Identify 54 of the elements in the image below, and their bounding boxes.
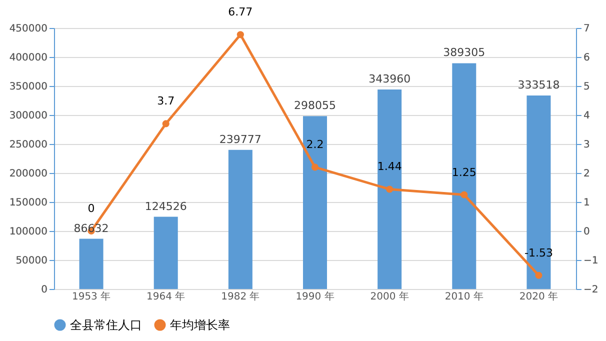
- x-tick-label: 2000 年: [370, 290, 409, 302]
- point: [460, 191, 468, 198]
- data-label: 343960: [368, 72, 411, 86]
- x-tick-label: 1964 年: [146, 290, 186, 302]
- y-tick-label: 200000: [9, 168, 48, 180]
- y-tick-label: 150000: [9, 198, 48, 208]
- x-tick-label: 2020 年: [519, 290, 558, 302]
- bar: [228, 150, 252, 289]
- data-label: 239777: [219, 132, 262, 146]
- y2-tick-label: 2: [584, 168, 590, 180]
- legend-label: 全县常住人口: [70, 318, 142, 332]
- y2-tick-label: −1: [584, 256, 598, 266]
- point: [535, 272, 542, 279]
- data-label: 3.7: [157, 94, 175, 108]
- bar: [526, 96, 551, 289]
- y2-tick-label: 1: [584, 198, 590, 208]
- data-label: 389305: [443, 46, 486, 60]
- point: [311, 164, 319, 171]
- y2-tick-label: 5: [584, 82, 590, 92]
- point: [386, 186, 394, 193]
- y2-tick-label: 4: [584, 110, 590, 122]
- data-label: 1.25: [452, 166, 476, 179]
- data-label: 6.77: [228, 6, 253, 19]
- y-tick-label: 350000: [9, 82, 48, 92]
- data-label: 298055: [294, 99, 336, 112]
- y2-tick-label: 3: [584, 140, 590, 150]
- x-tick-label: 1990 年: [296, 290, 334, 302]
- y2-tick-label: −2: [584, 284, 598, 296]
- y-tick-label: 400000: [9, 52, 48, 64]
- data-label: 124526: [144, 200, 187, 213]
- bar: [452, 63, 476, 289]
- y-tick-label: 100000: [9, 226, 48, 238]
- y2-tick-label: 6: [584, 52, 590, 64]
- bar: [154, 216, 178, 289]
- data-label: 333518: [518, 78, 560, 92]
- data-label: 0: [88, 202, 95, 215]
- bar: [378, 90, 402, 289]
- bar: [303, 116, 327, 289]
- y-tick-label: 300000: [9, 110, 48, 122]
- x-tick-label: 1953 年: [72, 290, 111, 302]
- x-tick-label: 1982 年: [221, 290, 260, 302]
- y-tick-label: 450000: [9, 24, 48, 34]
- data-label: 1.44: [377, 160, 402, 174]
- y2-tick-label: 0: [584, 226, 590, 238]
- y-tick-label: 50000: [16, 256, 48, 266]
- point: [236, 31, 244, 38]
- point: [162, 120, 170, 128]
- data-label: 2.2: [306, 138, 324, 152]
- y2-tick-label: 7: [584, 24, 590, 34]
- x-tick-label: 2010 年: [444, 290, 484, 302]
- bar: [79, 238, 104, 289]
- legend-label: 年均增长率: [170, 318, 230, 332]
- y-tick-label: 250000: [9, 140, 48, 150]
- y-tick-label: 0: [41, 284, 48, 296]
